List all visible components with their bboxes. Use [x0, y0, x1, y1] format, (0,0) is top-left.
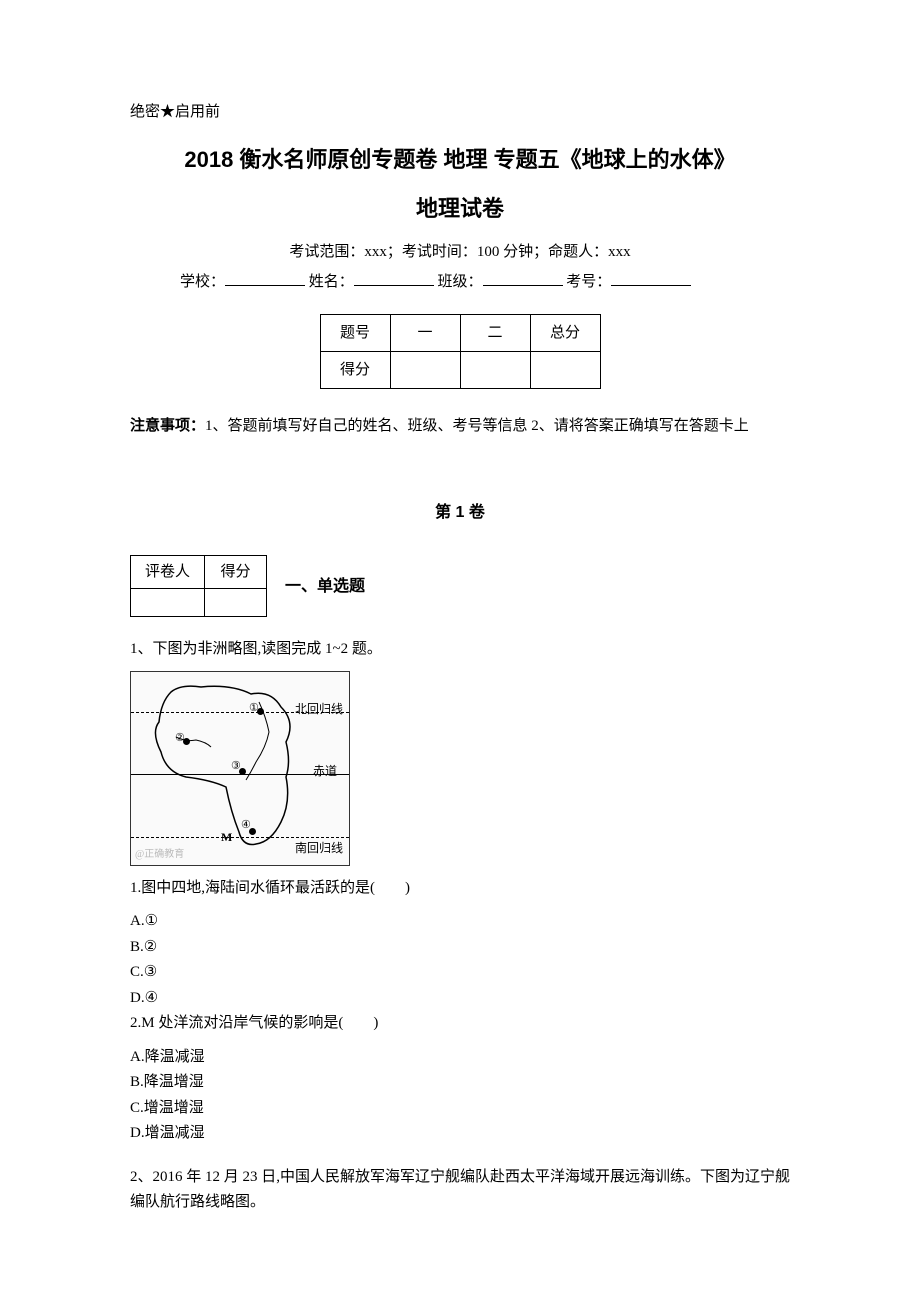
name-blank: [354, 271, 434, 286]
class-label: 班级：: [438, 274, 483, 290]
num-3: ③: [231, 758, 241, 776]
num-1: ①: [249, 700, 259, 718]
number-blank: [611, 271, 691, 286]
q1-sub2-b: B.降温增湿: [130, 1070, 790, 1096]
cell-empty: [530, 352, 600, 389]
table-row: 评卷人 得分: [131, 556, 267, 589]
q1-sub1: 1.图中四地,海陆间水循环最活跃的是( ): [130, 876, 790, 902]
q2-text: 2、2016 年 12 月 23 日,中国人民解放军海军辽宁舰编队赴西太平洋海域…: [130, 1165, 790, 1216]
section1-title: 第 1 卷: [130, 500, 790, 526]
main-title: 2018 衡水名师原创专题卷 地理 专题五《地球上的水体》: [130, 142, 790, 177]
notice-text: 1、答题前填写好自己的姓名、班级、考号等信息 2、请将答案正确填写在答题卡上: [205, 418, 749, 434]
notice: 注意事项：1、答题前填写好自己的姓名、班级、考号等信息 2、请将答案正确填写在答…: [130, 413, 790, 440]
score-table: 题号 一 二 总分 得分: [320, 314, 601, 389]
exam-info: 考试范围：xxx；考试时间：100 分钟；命题人：xxx: [130, 240, 790, 264]
section-row: 评卷人 得分 一、单选题: [130, 555, 790, 617]
school-label: 学校：: [180, 274, 225, 290]
tropic-north-label: 北回归线: [295, 700, 343, 719]
table-row: 得分: [320, 352, 600, 389]
number-label: 考号：: [566, 274, 611, 290]
cell-empty: [390, 352, 460, 389]
tropic-south-label: 南回归线: [295, 839, 343, 858]
grader-table: 评卷人 得分: [130, 555, 267, 617]
class-blank: [483, 271, 563, 286]
student-info-line: 学校： 姓名： 班级： 考号：: [180, 270, 790, 294]
grader-col1: 评卷人: [131, 556, 205, 589]
sub-title: 地理试卷: [130, 191, 790, 226]
cell-empty: [460, 352, 530, 389]
q1-sub1-a: A.①: [130, 909, 790, 935]
cell-header-one: 一: [390, 315, 460, 352]
q1-intro: 1、下图为非洲略图,读图完成 1~2 题。: [130, 637, 790, 663]
num-4: ④: [241, 817, 251, 835]
notice-label: 注意事项：: [130, 417, 205, 434]
q1-sub2-a: A.降温减湿: [130, 1045, 790, 1071]
cell-empty: [205, 589, 267, 617]
tropic-south-line: [131, 837, 349, 838]
name-label: 姓名：: [309, 274, 354, 290]
q1-sub1-c: C.③: [130, 960, 790, 986]
equator-label: 赤道: [313, 762, 337, 781]
table-row: 题号 一 二 总分: [320, 315, 600, 352]
cell-header-qnum: 题号: [320, 315, 390, 352]
africa-map: 北回归线 赤道 南回归线 ① ② ③ ④ M @正确教育: [130, 671, 350, 866]
table-row: [131, 589, 267, 617]
header-note: 绝密★启用前: [130, 100, 790, 124]
school-blank: [225, 271, 305, 286]
cell-score-label: 得分: [320, 352, 390, 389]
africa-path: [155, 686, 290, 844]
spacer: [130, 1147, 790, 1165]
q1-sub2-d: D.增温减湿: [130, 1121, 790, 1147]
q1-sub1-b: B.②: [130, 935, 790, 961]
num-2: ②: [175, 730, 185, 748]
score-table-wrap: 题号 一 二 总分 得分: [130, 314, 790, 389]
q1-sub2: 2.M 处洋流对沿岸气候的影响是( ): [130, 1011, 790, 1037]
cell-empty: [131, 589, 205, 617]
map-watermark: @正确教育: [135, 847, 184, 863]
cell-header-total: 总分: [530, 315, 600, 352]
question-type-1: 一、单选题: [285, 574, 365, 600]
q1-sub2-c: C.增温增湿: [130, 1096, 790, 1122]
m-label: M: [221, 828, 232, 847]
q1-sub1-d: D.④: [130, 986, 790, 1012]
grader-col2: 得分: [205, 556, 267, 589]
cell-header-two: 二: [460, 315, 530, 352]
